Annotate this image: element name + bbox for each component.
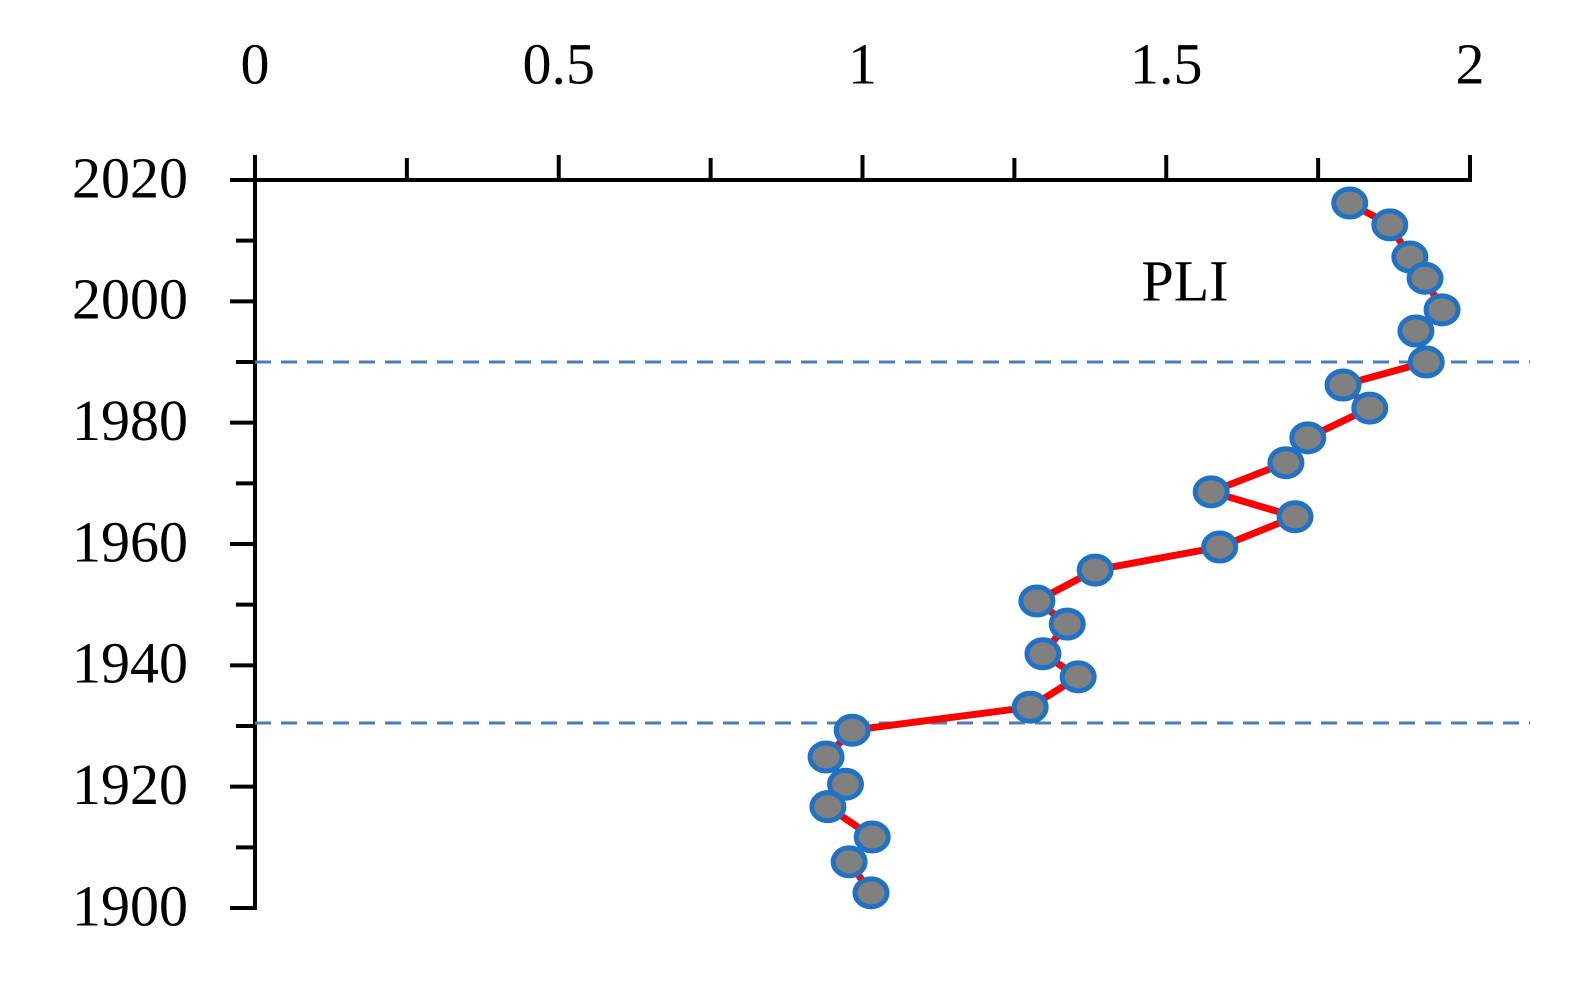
data-point [1192,475,1230,509]
data-point [1011,690,1049,724]
y-tick-label: 2020 [72,145,188,210]
data-point [1324,368,1362,402]
x-tick-label: 1 [848,31,877,96]
data-point [1076,553,1114,587]
data-point [807,740,845,774]
data-point [1018,584,1056,618]
x-tick-label: 2 [1456,31,1485,96]
x-tick-label: 0.5 [523,31,596,96]
y-tick-label: 1900 [72,873,188,938]
data-point [1397,314,1435,348]
series-label: PLI [1142,248,1229,313]
data-point [826,767,864,801]
data-point [1267,446,1305,480]
data-point [1407,345,1445,379]
y-tick-label: 1960 [72,509,188,574]
data-point [833,713,871,747]
data-point [1048,607,1086,641]
x-tick-label: 0 [241,31,270,96]
x-tick-label: 1.5 [1130,31,1203,96]
data-point [1406,261,1444,295]
data-point [1289,421,1327,455]
data-point [1423,293,1461,327]
data-point [1024,637,1062,671]
data-point [830,845,868,879]
data-point [1201,530,1239,564]
y-tick-label: 1940 [72,631,188,696]
data-point [853,820,891,854]
y-tick-label: 1980 [72,388,188,453]
data-point [1331,186,1369,220]
data-line [822,199,1446,895]
data-point [1371,208,1409,242]
data-point [1059,660,1097,694]
data-point [1276,500,1314,534]
y-tick-label: 1920 [72,752,188,817]
y-tick-label: 2000 [72,267,188,332]
data-point [852,876,890,910]
data-point [1351,391,1389,425]
data-point [809,790,847,824]
